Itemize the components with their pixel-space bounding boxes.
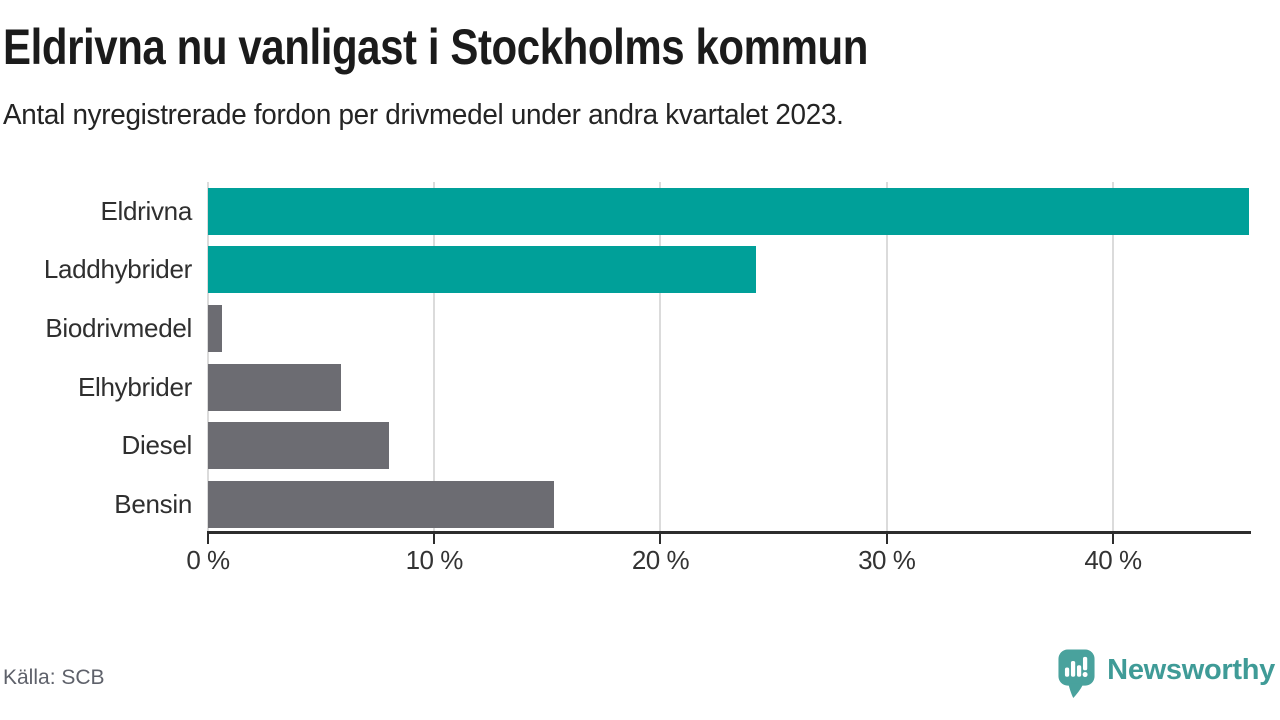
bar: [208, 246, 756, 294]
bar-row: Bensin: [0, 475, 1251, 534]
newsworthy-logo: Newsworthy: [1058, 649, 1275, 699]
bar: [208, 363, 342, 411]
chart-title: Eldrivna nu vanligast i Stockholms kommu…: [3, 19, 868, 75]
category-label: Laddhybrider: [43, 254, 192, 285]
bar-track: [208, 481, 1251, 529]
x-axis-tick-label: 0 %: [186, 545, 230, 575]
source-note: Källa: SCB: [3, 666, 105, 689]
category-label: Biodrivmedel: [45, 313, 192, 344]
x-axis-tick: [659, 531, 662, 544]
chart-subtitle: Antal nyregistrerade fordon per drivmede…: [3, 99, 844, 131]
bar-row: Eldrivna: [0, 182, 1251, 241]
gridline: [433, 182, 436, 534]
gridline: [1111, 182, 1114, 534]
x-axis-tick-label: 30 %: [858, 545, 916, 575]
category-label: Diesel: [121, 430, 193, 461]
brand-wordmark: Newsworthy: [1107, 654, 1275, 686]
bar-row: Diesel: [0, 417, 1251, 476]
bar-track: [208, 305, 1251, 353]
category-label: Bensin: [114, 489, 192, 520]
newsworthy-bubble-chart-icon: [1058, 649, 1095, 699]
x-axis-tick: [207, 531, 209, 544]
bar-track: [208, 187, 1251, 235]
bar: [208, 305, 222, 353]
x-axis-tick: [1111, 531, 1114, 544]
gridline: [885, 182, 888, 534]
category-label: Elhybrider: [77, 371, 192, 402]
bar-track: [208, 363, 1251, 411]
bar-row: Elhybrider: [0, 358, 1251, 417]
bar-track: [208, 422, 1251, 470]
x-axis-tick: [433, 531, 436, 544]
plot-area: 0 % 10 % 20 % 30 % 40 %: [186, 182, 1251, 575]
bar: [208, 187, 1249, 235]
x-axis-tick-label: 10 %: [405, 545, 464, 575]
bar: [208, 481, 555, 529]
bar-row: Laddhybrider: [0, 241, 1251, 300]
bar-rows: Eldrivna Laddhybrider Biodrivmedel Elhybrid…: [0, 182, 1251, 534]
x-axis-tick-label: 20 %: [631, 545, 690, 575]
gridline: [207, 182, 209, 534]
x-axis-line: [208, 531, 1251, 534]
x-axis-tick: [885, 531, 888, 544]
x-axis-tick-label: 40 %: [1084, 545, 1142, 575]
gridline: [659, 182, 662, 534]
bar-track: [208, 246, 1251, 294]
bar-row: Biodrivmedel: [0, 299, 1251, 358]
category-label: Eldrivna: [100, 195, 192, 226]
bar: [208, 422, 389, 470]
